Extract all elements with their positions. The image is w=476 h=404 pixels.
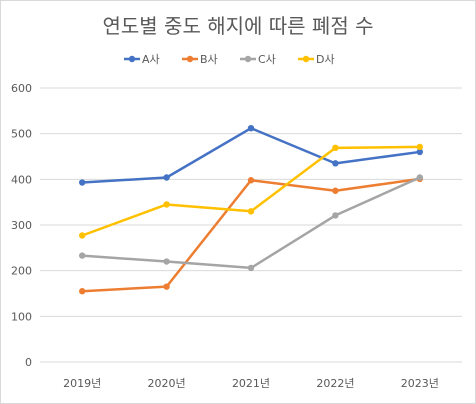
y-tick-label: 500 <box>11 128 32 141</box>
data-point <box>79 232 86 239</box>
data-point <box>332 187 339 194</box>
x-tick-label: 2019년 <box>63 377 101 390</box>
series-line <box>82 176 421 270</box>
legend-label: C사 <box>258 53 276 66</box>
x-tick-label: 2020년 <box>148 377 186 390</box>
chart-title: 연도별 중도 해지에 따른 폐점 수 <box>102 14 374 38</box>
data-point <box>332 212 339 219</box>
data-point <box>79 288 86 295</box>
legend-marker <box>244 55 252 63</box>
data-point <box>416 148 423 156</box>
data-point <box>247 124 255 132</box>
series-line <box>82 177 420 293</box>
series-line <box>81 145 420 237</box>
data-point <box>79 252 86 259</box>
data-point <box>332 144 339 152</box>
data-point <box>247 264 255 272</box>
x-tick-label: 2023년 <box>401 377 439 390</box>
y-tick-label: 0 <box>25 356 32 369</box>
data-point <box>163 283 170 290</box>
x-tick-label: 2021년 <box>232 377 270 390</box>
data-point <box>416 143 423 151</box>
legend-marker <box>186 55 194 63</box>
data-point <box>247 177 255 184</box>
data-point <box>163 258 170 265</box>
y-tick-label: 600 <box>11 82 32 95</box>
legend-marker <box>302 55 310 63</box>
data-point <box>163 201 170 208</box>
x-tick-label: 2022년 <box>316 377 354 390</box>
legend-label: B사 <box>200 53 218 66</box>
y-tick-label: 200 <box>11 265 32 278</box>
legend-marker <box>128 55 136 63</box>
data-point <box>163 174 170 181</box>
data-point <box>332 160 339 167</box>
data-point <box>247 208 255 215</box>
y-tick-label: 400 <box>11 173 32 186</box>
data-point <box>79 179 86 186</box>
data-point <box>416 174 423 181</box>
legend-label: D사 <box>316 53 335 66</box>
y-tick-label: 300 <box>11 219 32 232</box>
series-line <box>82 126 420 184</box>
legend-label: A사 <box>142 53 160 66</box>
y-tick-label: 100 <box>11 310 32 323</box>
